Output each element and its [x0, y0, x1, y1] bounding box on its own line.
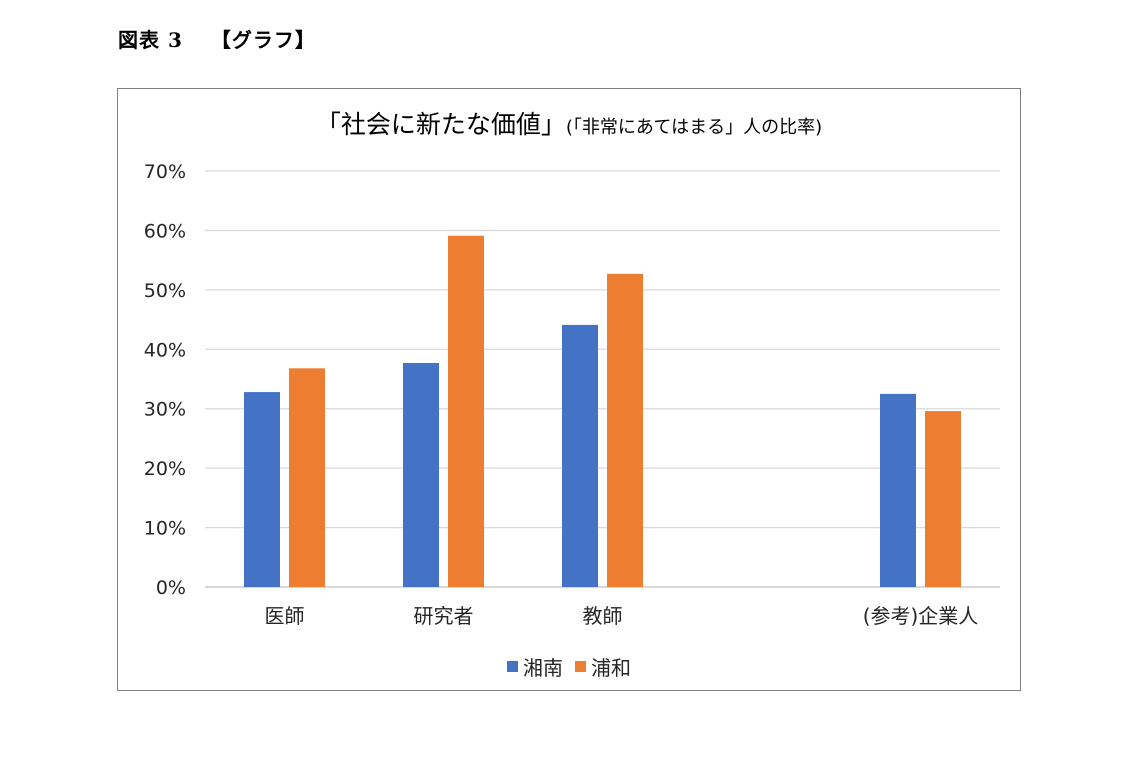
chart-frame: 「社会に新たな価値」(「非常にあてはまる」人の比率) 0% 10% 20% 30% 40… [117, 88, 1021, 691]
x-category-label: (参考)企業人 [863, 604, 979, 628]
x-category-label: 研究者 [414, 604, 474, 628]
legend-swatch [507, 661, 518, 672]
chart-title-main: 「社会に新たな価値」 [315, 110, 566, 139]
bar [607, 273, 643, 587]
x-category-label: 医師 [265, 604, 305, 628]
bar [448, 235, 484, 587]
bar [562, 324, 598, 587]
y-tick-label: 0% [156, 577, 186, 599]
y-tick-label: 10% [144, 518, 186, 540]
bar [880, 393, 916, 587]
bar [925, 411, 961, 587]
x-category-label: 教師 [583, 604, 623, 628]
bar [289, 368, 325, 587]
bar-chart: 0% 10% 20% 30% 40% 50% 60% 70% 医師 研究者 教師 (参考)企業人 [144, 161, 1000, 628]
chart-legend: 湘南 浦和 [118, 652, 1020, 681]
figure-caption: 【グラフ】 [210, 28, 316, 52]
y-tick-label: 20% [144, 458, 186, 480]
legend-label: 浦和 [591, 656, 631, 680]
bar [403, 362, 439, 587]
y-tick-label: 30% [144, 399, 186, 421]
bar [244, 392, 280, 587]
y-tick-label: 40% [144, 339, 186, 361]
legend-item: 浦和 [575, 652, 631, 681]
y-tick-label: 50% [144, 280, 186, 302]
legend-label: 湘南 [523, 656, 563, 680]
y-tick-label: 70% [144, 161, 186, 183]
y-tick-label: 60% [144, 220, 186, 242]
chart-title: 「社会に新たな価値」(「非常にあてはまる」人の比率) [118, 105, 1020, 141]
legend-swatch [575, 661, 586, 672]
legend-item: 湘南 [507, 652, 563, 681]
chart-title-sub: (「非常にあてはまる」人の比率) [565, 117, 823, 138]
figure-number: 図表 3 [118, 28, 183, 52]
figure-label: 図表 3 【グラフ】 [118, 24, 316, 53]
